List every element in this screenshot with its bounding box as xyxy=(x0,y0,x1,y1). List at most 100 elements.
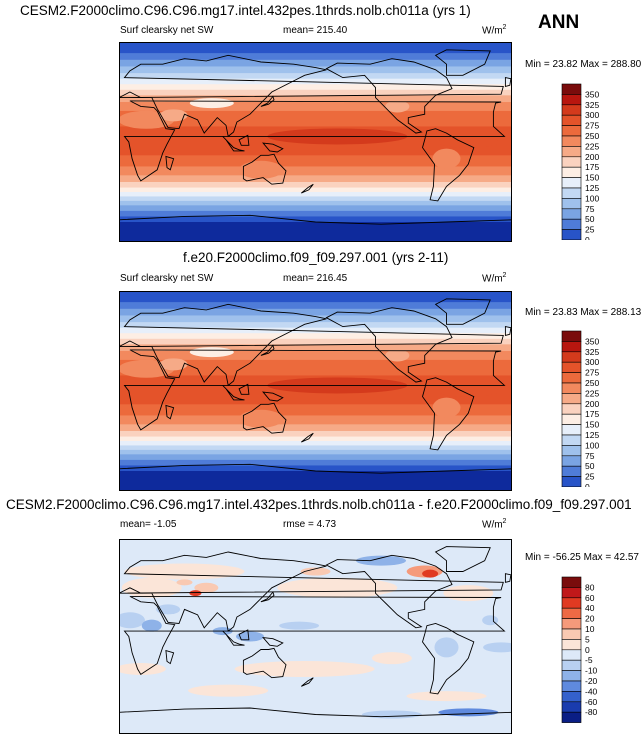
colorbar-box-2-11 xyxy=(561,691,582,703)
colorbar-label-2-12: -80 xyxy=(585,707,598,717)
units-base: W/m xyxy=(482,273,503,285)
coastline-3-7 xyxy=(222,630,245,646)
coastline-2-6 xyxy=(119,463,512,491)
field-patch-a-7 xyxy=(438,136,499,148)
colorbar-box-1-12 xyxy=(561,455,582,467)
diff-patch-18 xyxy=(482,615,499,626)
colorbar-box-0-2 xyxy=(561,104,582,116)
field-band-b-17 xyxy=(119,441,512,446)
coastline-2-2 xyxy=(325,307,453,383)
field-band-a-12 xyxy=(119,155,512,167)
diff-patch-17 xyxy=(434,637,459,658)
diff-patch-26 xyxy=(300,567,331,576)
colorbar-box-0-7 xyxy=(561,156,582,168)
field-band-a-2 xyxy=(119,59,512,67)
field-band-a-6 xyxy=(119,84,512,91)
colorbar-label-2-7: -5 xyxy=(585,655,593,665)
field-band-b-20 xyxy=(119,454,512,461)
coastline-2-11 xyxy=(504,326,512,336)
colorbar-label-2-1: 60 xyxy=(585,593,595,603)
colorbar-box-0-10 xyxy=(561,187,582,199)
coastline-2-12 xyxy=(301,432,314,443)
colorbar-label-1-11: 75 xyxy=(585,451,595,461)
field-patch-b-3 xyxy=(432,397,461,418)
colorbar-box-0-0 xyxy=(561,83,582,95)
diff-patch-19 xyxy=(356,555,406,566)
field-band-b-19 xyxy=(119,449,512,455)
map-frame-2 xyxy=(119,291,512,491)
colorbar-box-2-9 xyxy=(561,670,582,682)
diff-patch-7 xyxy=(406,691,487,702)
colorbar-label-0-0: 350 xyxy=(585,89,599,99)
field-band-a-13 xyxy=(119,166,512,176)
colorbar-label-0-6: 200 xyxy=(585,152,599,162)
units-exp: 2 xyxy=(502,518,507,525)
diff-patch-10 xyxy=(422,569,439,578)
field-patch-b-2 xyxy=(159,358,188,371)
colorbar-box-0-1 xyxy=(561,94,582,106)
colorbar-box-2-10 xyxy=(561,680,582,692)
colorbar-box-2-12 xyxy=(561,701,582,713)
colorbar-label-0-2: 300 xyxy=(585,110,599,120)
coastline-1-13 xyxy=(165,155,175,171)
colorbar-box-1-1 xyxy=(561,341,582,353)
coastline-3-8 xyxy=(238,629,250,641)
colorbar-label-0-10: 100 xyxy=(585,193,599,203)
colorbar-box-1-3 xyxy=(561,361,582,373)
diff-patch-16 xyxy=(236,631,264,642)
field-patch-a-1 xyxy=(238,160,283,179)
map-frame-3 xyxy=(119,539,512,734)
coastline-2-7 xyxy=(222,385,245,401)
coastline-2-4 xyxy=(242,402,287,434)
colorbar-box-1-2 xyxy=(561,351,582,363)
field-band-b-23 xyxy=(119,471,512,491)
colorbar-box-0-11 xyxy=(561,198,582,210)
colorbar-label-0-8: 150 xyxy=(585,173,599,183)
field-patch-b-1 xyxy=(238,409,283,428)
field-band-a-15 xyxy=(119,182,512,189)
coastline-2-10 xyxy=(260,344,275,356)
field-band-a-22 xyxy=(119,216,512,223)
panel2-minmax: Min = 23.83 Max = 288.13 xyxy=(525,307,642,318)
field-band-a-10 xyxy=(119,110,512,127)
colorbar-box-1-6 xyxy=(561,393,582,405)
field-band-a-7 xyxy=(119,89,512,96)
colorbar-label-2-3: 20 xyxy=(585,614,595,624)
coastline-2-0 xyxy=(123,349,506,431)
colorbar-box-0-9 xyxy=(561,177,582,189)
field-band-b-2 xyxy=(119,308,512,316)
coastline-2-9 xyxy=(262,391,284,402)
colorbar-label-1-0: 350 xyxy=(585,336,599,346)
panel2-variable: Surf clearsky net SW xyxy=(120,273,214,284)
coastline-1-0 xyxy=(123,100,506,182)
field-band-a-23 xyxy=(119,222,512,242)
colorbar-label-1-1: 325 xyxy=(585,347,599,357)
season-label: ANN xyxy=(538,12,580,33)
colorbar-label-0-4: 250 xyxy=(585,131,599,141)
panel1-map xyxy=(119,42,512,242)
colorbar-box-0-14 xyxy=(561,229,582,240)
coastline-1-10 xyxy=(260,95,275,107)
colorbar-label-0-11: 75 xyxy=(585,204,595,214)
panel3-minmax: Min = -56.25 Max = 42.57 xyxy=(525,552,639,563)
field-band-b-0 xyxy=(119,291,512,303)
field-band-b-3 xyxy=(119,315,512,323)
colorbar-label-2-10: -40 xyxy=(585,686,598,696)
field-band-b-15 xyxy=(119,431,512,438)
field-band-b-12 xyxy=(119,404,512,416)
field-band-a-21 xyxy=(119,210,512,217)
coastline-1-11 xyxy=(504,77,512,87)
colorbar-label-1-5: 225 xyxy=(585,388,599,398)
colorbar-box-2-8 xyxy=(561,659,582,671)
diff-patch-14 xyxy=(156,604,181,615)
colorbar-box-2-0 xyxy=(561,576,582,588)
field-band-a-1 xyxy=(119,53,512,61)
colorbar-box-1-4 xyxy=(561,372,582,384)
units-base: W/m xyxy=(482,519,503,531)
colorbar-label-2-11: -60 xyxy=(585,697,598,707)
panel2-map xyxy=(119,291,512,491)
field-patch-a-4 xyxy=(385,100,410,113)
field-band-a-4 xyxy=(119,73,512,80)
coastline-1-9 xyxy=(262,142,284,153)
field-band-b-21 xyxy=(119,459,512,466)
